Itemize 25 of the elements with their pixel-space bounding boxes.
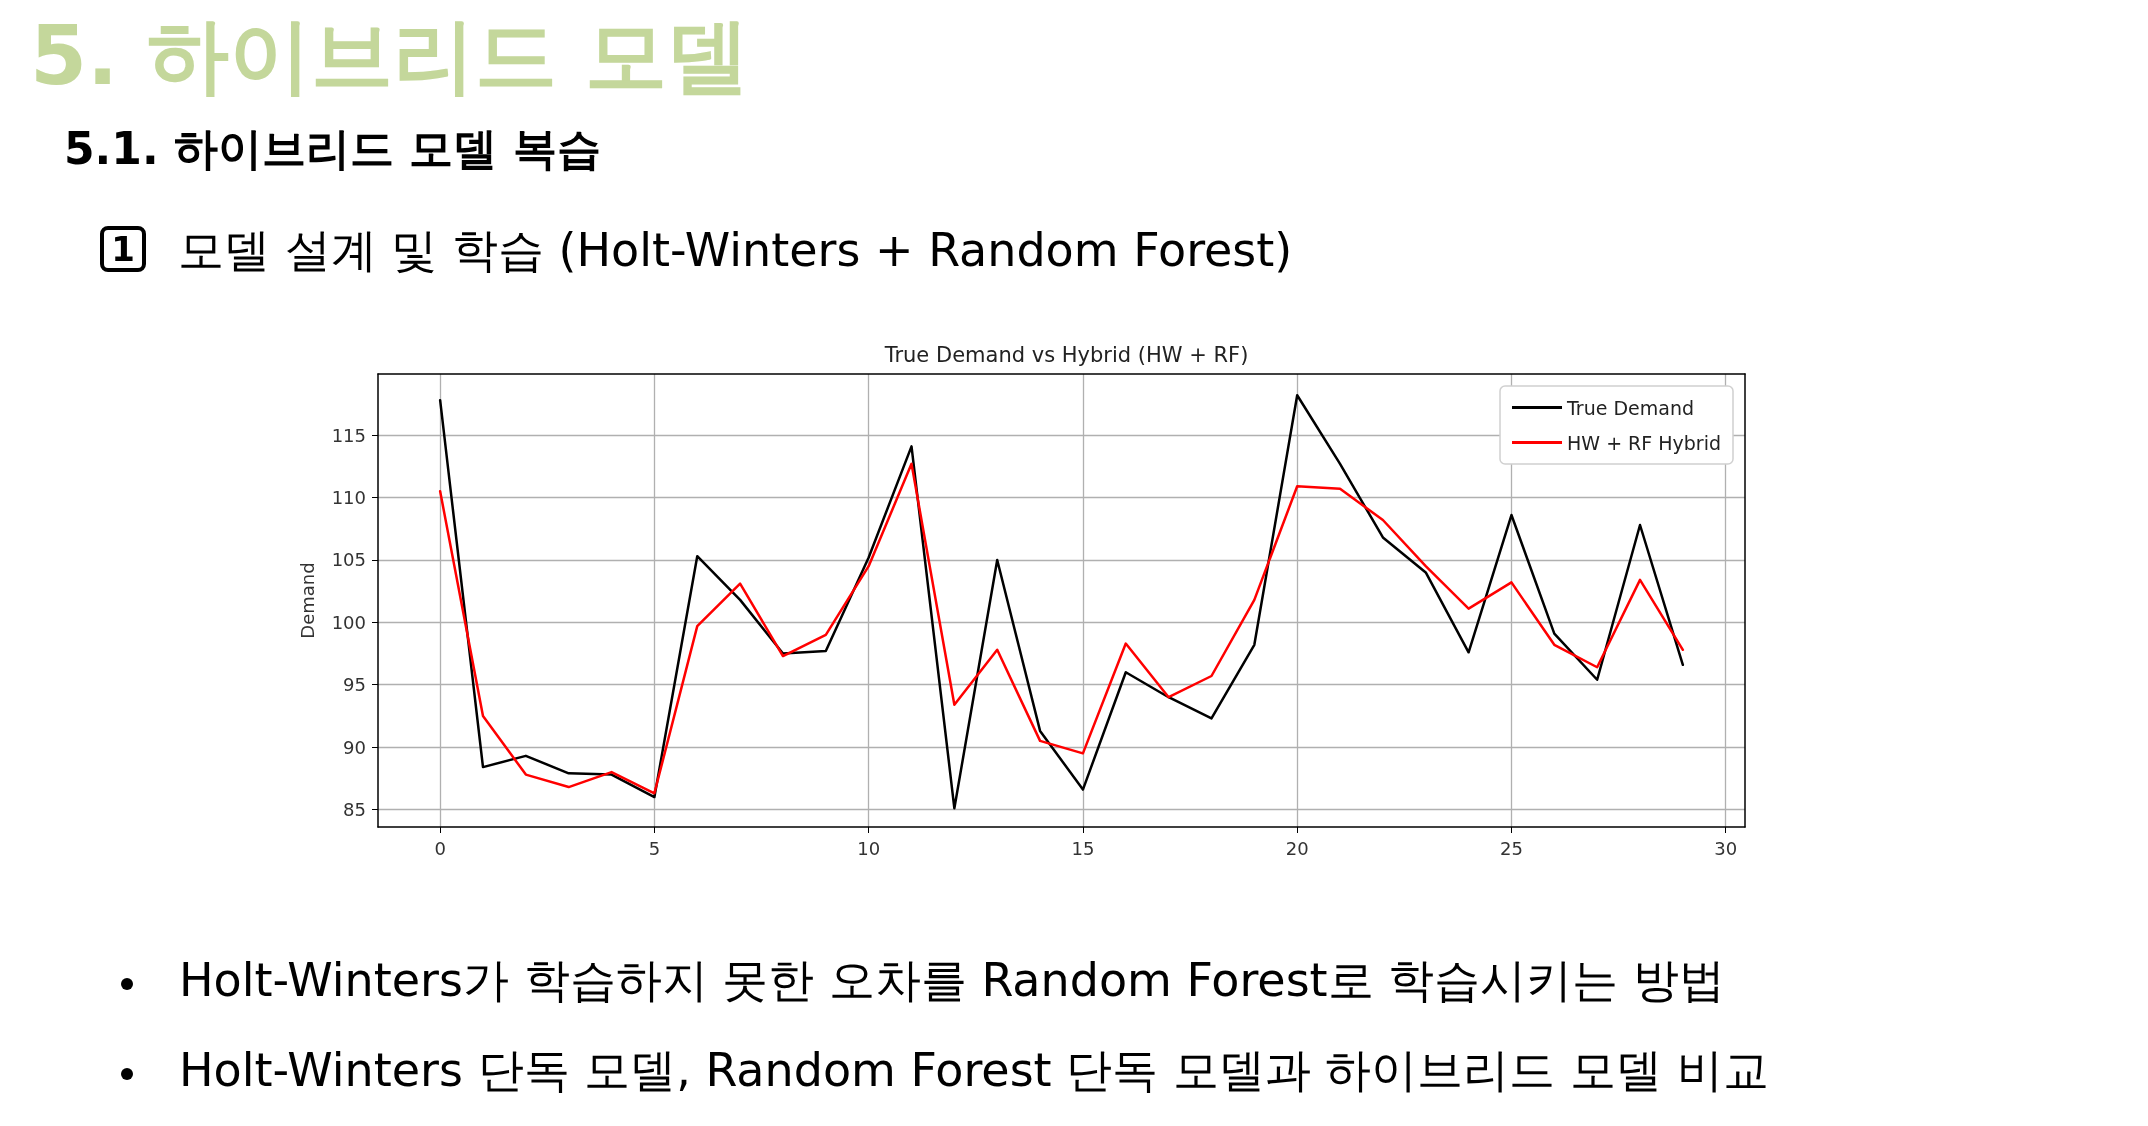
x-tick-label: 5: [648, 837, 661, 859]
text: Holt-Winters 단독 모델, Random Forest 단독 모델과 하이브리드 모델 비교: [179, 1043, 1769, 1097]
text: Holt-Winters가 학습하지 못한 오차를 Random Forest로 학습시키는 방법: [179, 953, 1725, 1007]
legend-label: HW + RF Hybrid: [1567, 431, 1722, 454]
line-series: [438, 462, 1685, 795]
x-tick-label: 25: [1500, 837, 1523, 859]
x-tick-label: 15: [1071, 837, 1095, 859]
y-axis-title: Demand: [296, 562, 318, 639]
y-tick-label: 110: [331, 487, 366, 509]
text: 5.1. 하이브리드 모델 복습: [64, 123, 601, 174]
text: 5. 하이브리드 모델: [30, 8, 750, 103]
y-tick-label: 105: [331, 549, 366, 571]
x-tick-label: 0: [434, 837, 446, 859]
y-tick-label: 95: [343, 674, 366, 696]
y-tick-label: 115: [331, 424, 366, 446]
x-tick-label: 30: [1714, 837, 1738, 859]
text: 1: [111, 229, 135, 269]
legend-label: True Demand: [1566, 396, 1694, 419]
y-tick-label: 85: [343, 799, 366, 821]
x-tick-label: 10: [857, 837, 881, 859]
y-tick-label: 100: [331, 611, 366, 633]
text: 모델 설계 및 학습 (Holt-Winters + Random Forest): [178, 223, 1293, 277]
x-tick-label: 20: [1285, 837, 1309, 859]
chart-title: True Demand vs Hybrid (HW + RF): [883, 342, 1249, 367]
y-tick-label: 90: [343, 736, 366, 758]
